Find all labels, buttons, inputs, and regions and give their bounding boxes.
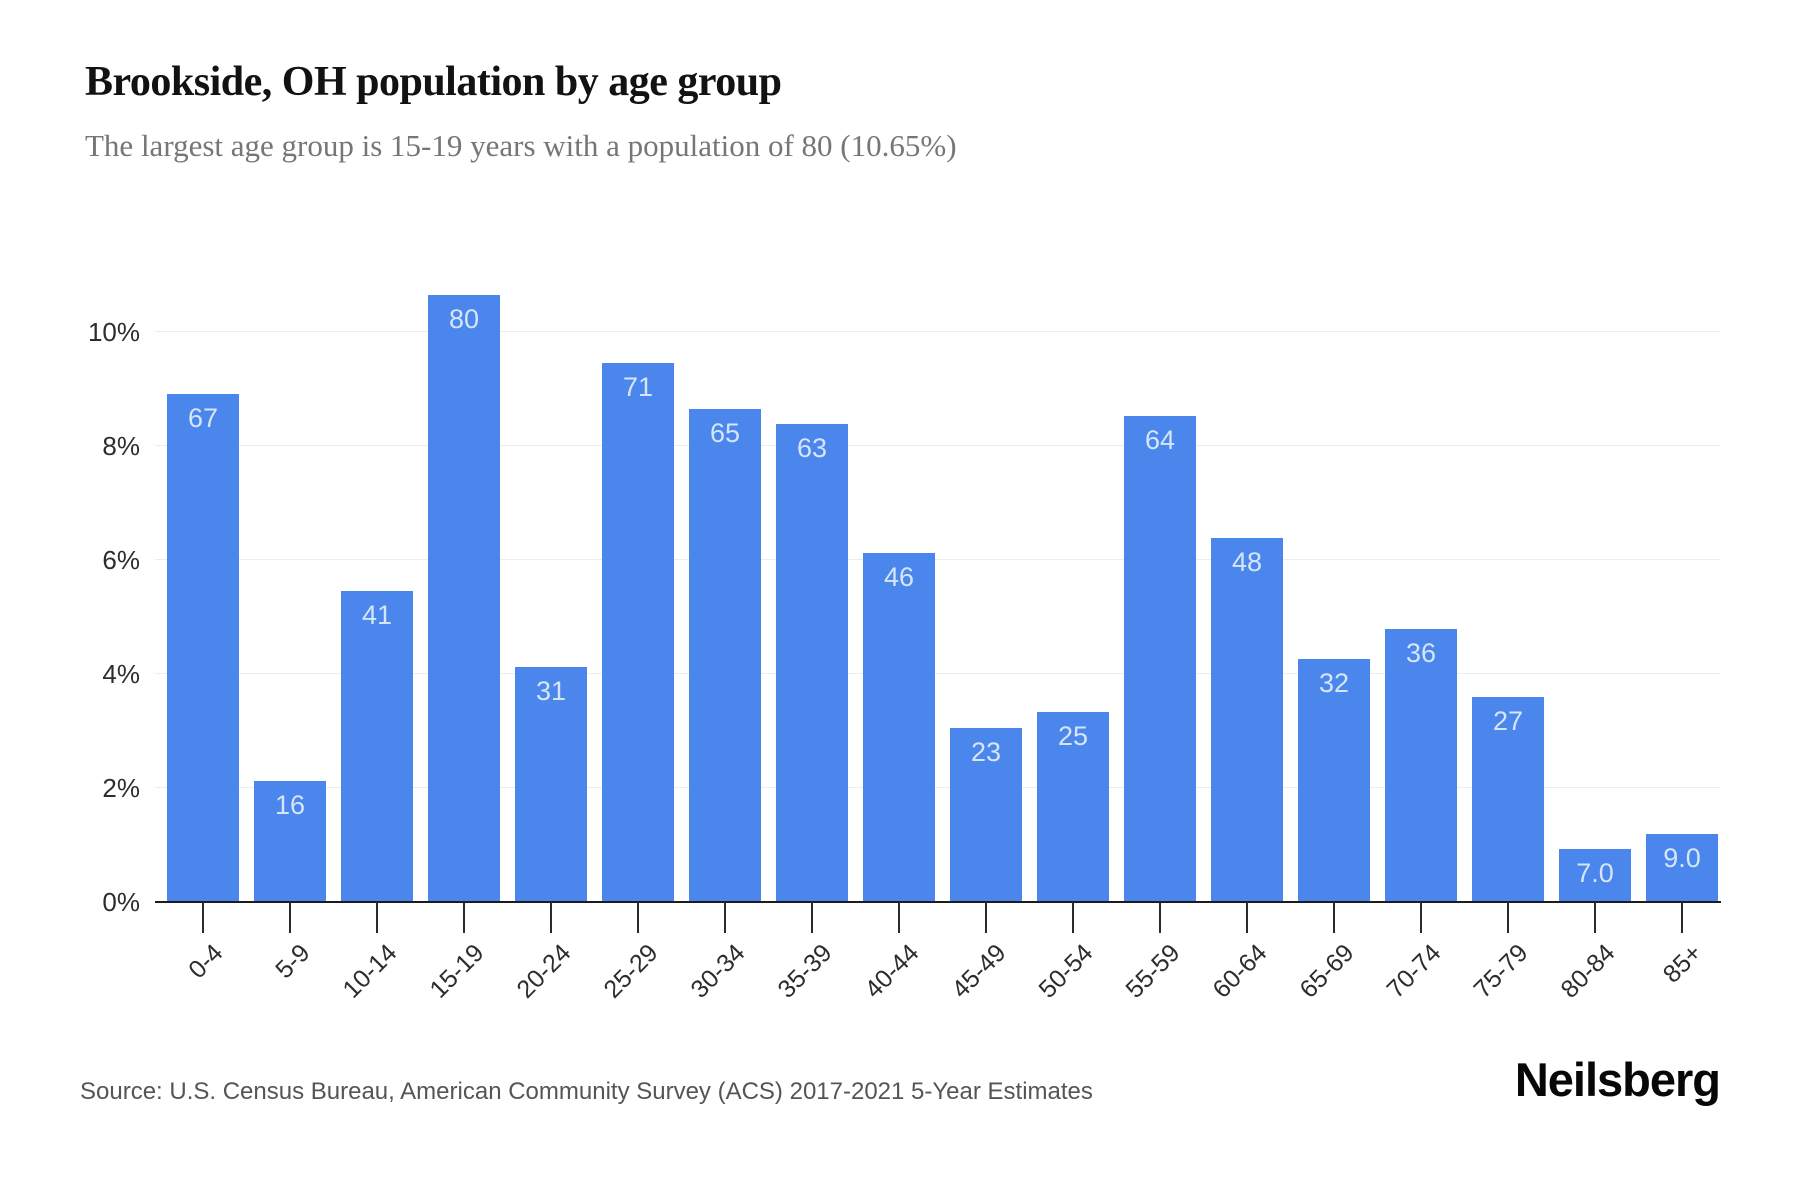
gridline-6pct <box>155 559 1720 560</box>
x-axis-tick <box>811 902 813 933</box>
x-axis-label-55-59: 55-59 <box>1120 938 1186 1004</box>
bar-value-label: 9.0 <box>1663 843 1701 873</box>
plot-area: 67 16 41 80 31 71 65 63 46 23 25 64 48 32 36 27 7.0 9.0 <box>155 295 1720 902</box>
bar-value-label: 65 <box>709 418 741 448</box>
brand-logo: Neilsberg <box>1514 1053 1721 1106</box>
bar-value-label: 71 <box>622 372 654 402</box>
bar-value-label: 63 <box>796 433 828 463</box>
gridline-8pct <box>155 445 1720 446</box>
x-axis-label-85+: 85+ <box>1657 938 1708 989</box>
x-axis-tick <box>1420 902 1422 933</box>
x-axis-label-35-39: 35-39 <box>772 938 838 1004</box>
bar-10-14 <box>341 591 413 902</box>
x-axis-tick <box>985 902 987 933</box>
bar-65-69 <box>1298 659 1370 902</box>
bar-40-44 <box>863 553 935 902</box>
x-axis-tick <box>1681 902 1683 933</box>
x-axis-tick <box>1594 902 1596 933</box>
x-axis-tick <box>1333 902 1335 933</box>
x-axis-label-40-44: 40-44 <box>859 938 925 1004</box>
bar-value-label: 48 <box>1231 547 1263 577</box>
bar-45-49 <box>950 728 1022 902</box>
x-axis-tick <box>463 902 465 933</box>
bar-value-label: 36 <box>1405 638 1437 668</box>
x-axis-tick <box>637 902 639 933</box>
x-axis-label-15-19: 15-19 <box>424 938 490 1004</box>
x-axis-tick <box>1072 902 1074 933</box>
bar-value-label: 41 <box>361 600 393 630</box>
bar-value-label: 16 <box>274 790 306 820</box>
x-axis-label-50-54: 50-54 <box>1033 938 1099 1004</box>
chart-title: Brookside, OH population by age group <box>85 59 782 105</box>
y-axis-tick-label: 4% <box>102 659 140 689</box>
x-axis-tick <box>898 902 900 933</box>
x-axis-label-20-24: 20-24 <box>511 938 577 1004</box>
bar-75-79 <box>1472 697 1544 902</box>
x-axis-tick <box>289 902 291 933</box>
x-axis-label-80-84: 80-84 <box>1555 938 1621 1004</box>
bar-value-label: 64 <box>1144 425 1176 455</box>
bar-85+ <box>1646 834 1718 902</box>
bar-value-label: 23 <box>970 737 1002 767</box>
bar-20-24 <box>515 667 587 902</box>
bar-30-34 <box>689 409 761 902</box>
y-axis-tick-label: 10% <box>87 317 140 347</box>
x-axis-label-70-74: 70-74 <box>1381 938 1447 1004</box>
bar-15-19 <box>428 295 500 902</box>
source-note: Source: U.S. Census Bureau, American Com… <box>80 1078 1093 1105</box>
x-axis-label-65-69: 65-69 <box>1294 938 1360 1004</box>
x-axis-label-25-29: 25-29 <box>598 938 664 1004</box>
x-axis-line <box>155 901 1721 903</box>
bar-value-label: 25 <box>1057 721 1089 751</box>
bar-value-label: 27 <box>1492 706 1524 736</box>
bar-55-59 <box>1124 416 1196 902</box>
y-axis-tick-label: 0% <box>102 887 140 917</box>
y-axis-tick-label: 6% <box>102 545 140 575</box>
x-axis-label-0-4: 0-4 <box>183 938 229 985</box>
x-axis-tick <box>376 902 378 933</box>
x-axis-tick <box>202 902 204 933</box>
x-axis-label-45-49: 45-49 <box>946 938 1012 1004</box>
x-axis-tick <box>1507 902 1509 933</box>
bar-60-64 <box>1211 538 1283 902</box>
x-axis-tick <box>1246 902 1248 933</box>
bar-5-9 <box>254 781 326 902</box>
x-axis-label-60-64: 60-64 <box>1207 938 1273 1004</box>
bar-value-label: 7.0 <box>1576 858 1614 888</box>
x-axis-tick <box>1159 902 1161 933</box>
x-axis-label-5-9: 5-9 <box>270 938 316 985</box>
bar-value-label: 32 <box>1318 668 1350 698</box>
bar-25-29 <box>602 363 674 902</box>
x-axis-tick <box>550 902 552 933</box>
x-axis-label-75-79: 75-79 <box>1468 938 1534 1004</box>
gridline-10pct <box>155 331 1720 332</box>
x-axis-label-10-14: 10-14 <box>337 938 403 1004</box>
x-axis-label-30-34: 30-34 <box>685 938 751 1004</box>
x-axis-tick <box>724 902 726 933</box>
bar-value-label: 31 <box>535 676 567 706</box>
bar-70-74 <box>1385 629 1457 902</box>
y-axis-tick-label: 2% <box>102 773 140 803</box>
y-axis-tick-label: 8% <box>102 431 140 461</box>
bar-0-4 <box>167 394 239 902</box>
bar-value-label: 67 <box>187 403 219 433</box>
bar-value-label: 80 <box>448 304 480 334</box>
bar-35-39 <box>776 424 848 902</box>
bar-80-84 <box>1559 849 1631 902</box>
gridline-4pct <box>155 673 1720 674</box>
gridline-2pct <box>155 787 1720 788</box>
bar-value-label: 46 <box>883 562 915 592</box>
bar-50-54 <box>1037 712 1109 902</box>
chart-subtitle: The largest age group is 15-19 years wit… <box>85 128 957 163</box>
